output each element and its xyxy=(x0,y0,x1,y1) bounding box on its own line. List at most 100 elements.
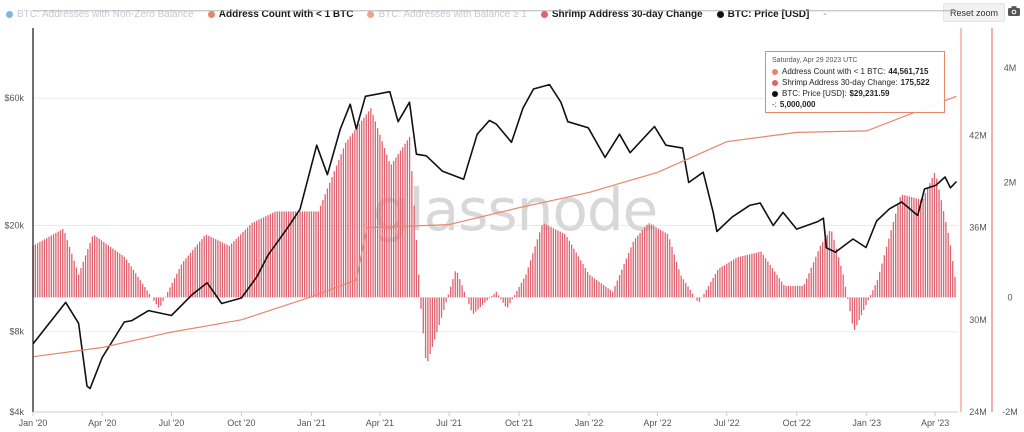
shrimp-change-bar xyxy=(632,241,634,298)
shrimp-change-bar xyxy=(678,269,680,298)
shrimp-change-bar xyxy=(712,277,714,298)
glassnode-watermark: glassnode xyxy=(373,176,658,244)
shrimp-change-bar xyxy=(906,195,908,298)
shrimp-change-bar xyxy=(68,246,71,298)
shrimp-change-bar xyxy=(536,239,539,298)
shrimp-change-bar xyxy=(625,258,628,298)
shrimp-change-bar xyxy=(46,238,48,298)
shrimp-change-bar xyxy=(153,297,155,301)
shrimp-change-bar xyxy=(429,297,431,355)
legend-dot-icon xyxy=(6,10,13,18)
legend-item[interactable]: Address Count with < 1 BTC xyxy=(207,9,353,20)
shrimp-change-bar xyxy=(265,216,267,298)
shrimp-change-bar xyxy=(520,282,523,298)
shrimp-change-bar xyxy=(431,297,434,347)
shrimp-change-bar xyxy=(728,262,730,298)
shrimp-change-bar xyxy=(785,285,787,298)
shrimp-change-bar xyxy=(212,238,214,298)
shrimp-change-bar xyxy=(144,287,146,298)
shrimp-change-bar xyxy=(59,230,62,298)
shrimp-change-bar xyxy=(819,245,822,298)
shrimp-change-bar xyxy=(945,221,947,298)
shrimp-change-bar xyxy=(913,197,915,298)
legend-item[interactable]: BTC: Addresses with Balance ≥ 1 xyxy=(367,9,527,20)
shrimp-change-bar xyxy=(895,213,897,298)
shrimp-change-bar xyxy=(874,285,876,298)
shrimp-change-bar xyxy=(434,297,436,340)
y-tick-label-price: $20k xyxy=(4,221,24,231)
x-tick-label: Apr '21 xyxy=(366,418,394,428)
shrimp-change-bar xyxy=(329,182,331,298)
shrimp-change-bar xyxy=(139,280,141,298)
shrimp-change-bar xyxy=(824,238,826,298)
shrimp-change-bar xyxy=(440,297,443,318)
shrimp-change-bar xyxy=(374,121,377,298)
legend-item[interactable]: Shrimp Address 30-day Change xyxy=(540,9,703,20)
shrimp-change-bar xyxy=(666,233,669,298)
shrimp-change-bar xyxy=(548,225,550,298)
shrimp-change-bar xyxy=(112,248,114,298)
y-tick-label-count: 42M xyxy=(969,131,987,141)
shrimp-change-bar xyxy=(643,227,646,298)
tooltip-value: 5,000,000 xyxy=(779,100,816,109)
legend-item[interactable]: BTC: Price [USD] xyxy=(716,8,810,20)
shrimp-change-bar xyxy=(219,241,221,298)
shrimp-change-bar xyxy=(532,253,534,298)
shrimp-change-bar xyxy=(365,114,367,298)
shrimp-change-bar xyxy=(707,285,710,298)
shrimp-change-bar xyxy=(828,231,831,298)
shrimp-change-bar xyxy=(507,297,509,308)
shrimp-change-bar xyxy=(577,256,580,298)
tooltip-dot-icon xyxy=(772,79,778,86)
shrimp-change-bar xyxy=(230,243,233,298)
x-tick-label: Apr '20 xyxy=(88,418,116,428)
shrimp-change-bar xyxy=(755,252,758,298)
legend-extra[interactable]: - xyxy=(823,8,827,20)
shrimp-change-bar xyxy=(94,235,96,298)
shrimp-change-bar xyxy=(459,279,461,298)
tooltip-value: 44,561,715 xyxy=(888,67,929,76)
shrimp-change-bar xyxy=(404,143,406,298)
camera-icon[interactable] xyxy=(1007,4,1021,18)
shrimp-change-bar xyxy=(493,293,495,298)
shrimp-change-bar xyxy=(386,154,388,298)
shrimp-change-bar xyxy=(141,283,144,298)
shrimp-change-bar xyxy=(402,147,404,298)
legend-label: BTC: Price [USD] xyxy=(727,8,810,20)
legend-item[interactable]: BTC: Addresses with Non-Zero Balance xyxy=(6,9,194,20)
shrimp-change-bar xyxy=(413,205,415,298)
tooltip-value: 175,522 xyxy=(900,78,930,87)
reset-zoom-button[interactable]: Reset zoom xyxy=(943,3,1005,22)
shrimp-change-bar xyxy=(178,269,180,298)
shrimp-change-bar xyxy=(82,261,84,298)
shrimp-change-bar xyxy=(575,252,577,298)
shrimp-change-bar xyxy=(696,297,698,301)
shrimp-change-bar xyxy=(484,297,486,303)
shrimp-change-bar xyxy=(470,297,472,311)
shrimp-change-bar xyxy=(879,271,881,298)
shrimp-change-bar xyxy=(634,238,637,298)
x-tick-label: Oct '20 xyxy=(227,418,255,428)
shrimp-change-bar xyxy=(91,236,94,298)
shrimp-change-bar xyxy=(50,235,52,298)
shrimp-change-bar xyxy=(43,239,46,298)
shrimp-change-bar xyxy=(570,244,573,298)
shrimp-change-bar xyxy=(226,244,228,298)
x-tick-label: Jan '22 xyxy=(575,418,604,428)
shrimp-change-bar xyxy=(497,295,500,298)
shrimp-change-bar xyxy=(132,269,135,298)
shrimp-change-bar xyxy=(910,197,913,298)
tooltip-date: Saturday, Apr 29 2023 UTC xyxy=(772,57,858,64)
shrimp-change-bar xyxy=(253,221,256,298)
shrimp-change-bar xyxy=(915,198,917,298)
shrimp-change-bar xyxy=(294,211,297,298)
y-tick-label-count: 30M xyxy=(969,315,987,325)
shrimp-change-bar xyxy=(411,171,413,298)
legend-dot-icon xyxy=(716,10,724,18)
shrimp-change-bar xyxy=(940,200,942,298)
shrimp-change-bar xyxy=(272,212,274,298)
shrimp-change-bar xyxy=(653,225,655,298)
x-tick-label: Jul '21 xyxy=(436,418,462,428)
shrimp-change-bar xyxy=(630,247,632,298)
